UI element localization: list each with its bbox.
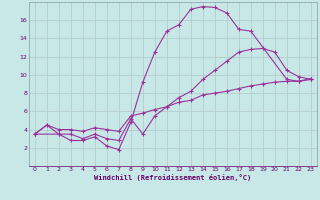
X-axis label: Windchill (Refroidissement éolien,°C): Windchill (Refroidissement éolien,°C) [94,174,252,181]
